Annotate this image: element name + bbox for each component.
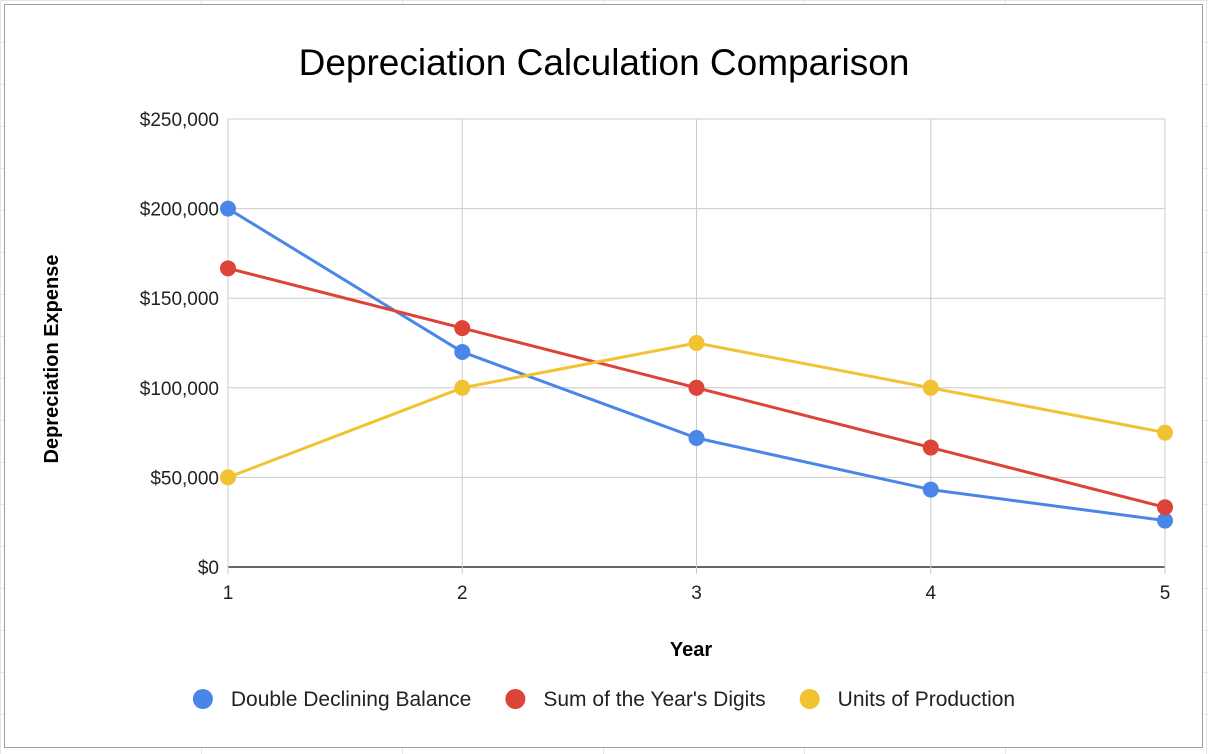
series-3 [220,335,1173,486]
data-point[interactable] [922,481,939,498]
data-point[interactable] [454,343,471,360]
legend-label: Units of Production [838,688,1015,711]
data-point[interactable] [688,429,705,446]
data-point[interactable] [220,200,236,217]
legend-marker [505,689,526,709]
chart-container[interactable]: Depreciation Calculation Comparison $0 $5… [4,4,1203,748]
data-point[interactable] [922,439,939,456]
data-point[interactable] [688,335,705,351]
y-tick-label: $150,000 [140,289,219,310]
data-point[interactable] [454,379,471,396]
x-tick-label: 3 [691,583,702,604]
chart-title: Depreciation Calculation Comparison [299,42,910,83]
legend-marker [192,689,213,709]
x-tick-label: 1 [223,583,234,604]
legend-item[interactable]: Double Declining Balance [192,688,472,711]
data-point[interactable] [1157,499,1173,516]
y-tick-label: $50,000 [150,468,219,489]
x-tick-label: 5 [1160,583,1171,604]
y-axis-ticks: $0 $50,000 $100,000 $150,000 $200,000 $250,00… [140,110,219,579]
y-tick-label: $100,000 [140,379,219,400]
legend-item[interactable]: Units of Production [799,688,1015,711]
line-chart: Depreciation Calculation Comparison $0 $5… [41,42,1173,711]
legend-item[interactable]: Sum of the Year's Digits [505,688,766,711]
x-axis-title: Year [670,639,712,661]
y-axis-title: Depreciation Expense [41,255,63,464]
legend-label: Sum of the Year's Digits [543,688,765,711]
chart-series [220,200,1173,529]
legend-marker [799,689,820,709]
data-point[interactable] [220,260,236,277]
legend-label: Double Declining Balance [231,688,472,711]
data-point[interactable] [1157,512,1173,529]
data-point[interactable] [454,320,471,337]
data-point[interactable] [688,379,705,396]
data-point[interactable] [1157,424,1173,441]
series-1 [220,200,1173,529]
series-2 [220,260,1173,516]
y-tick-label: $0 [198,558,219,579]
y-tick-label: $200,000 [140,200,219,221]
y-tick-label: $250,000 [140,110,219,131]
data-point[interactable] [922,379,939,396]
x-axis-ticks: 1 2 3 4 5 [223,583,1171,604]
data-point[interactable] [220,469,236,486]
chart-legend: Double Declining Balance Sum of the Year'… [192,688,1015,711]
x-tick-label: 4 [925,583,936,604]
x-tick-label: 2 [457,583,468,604]
